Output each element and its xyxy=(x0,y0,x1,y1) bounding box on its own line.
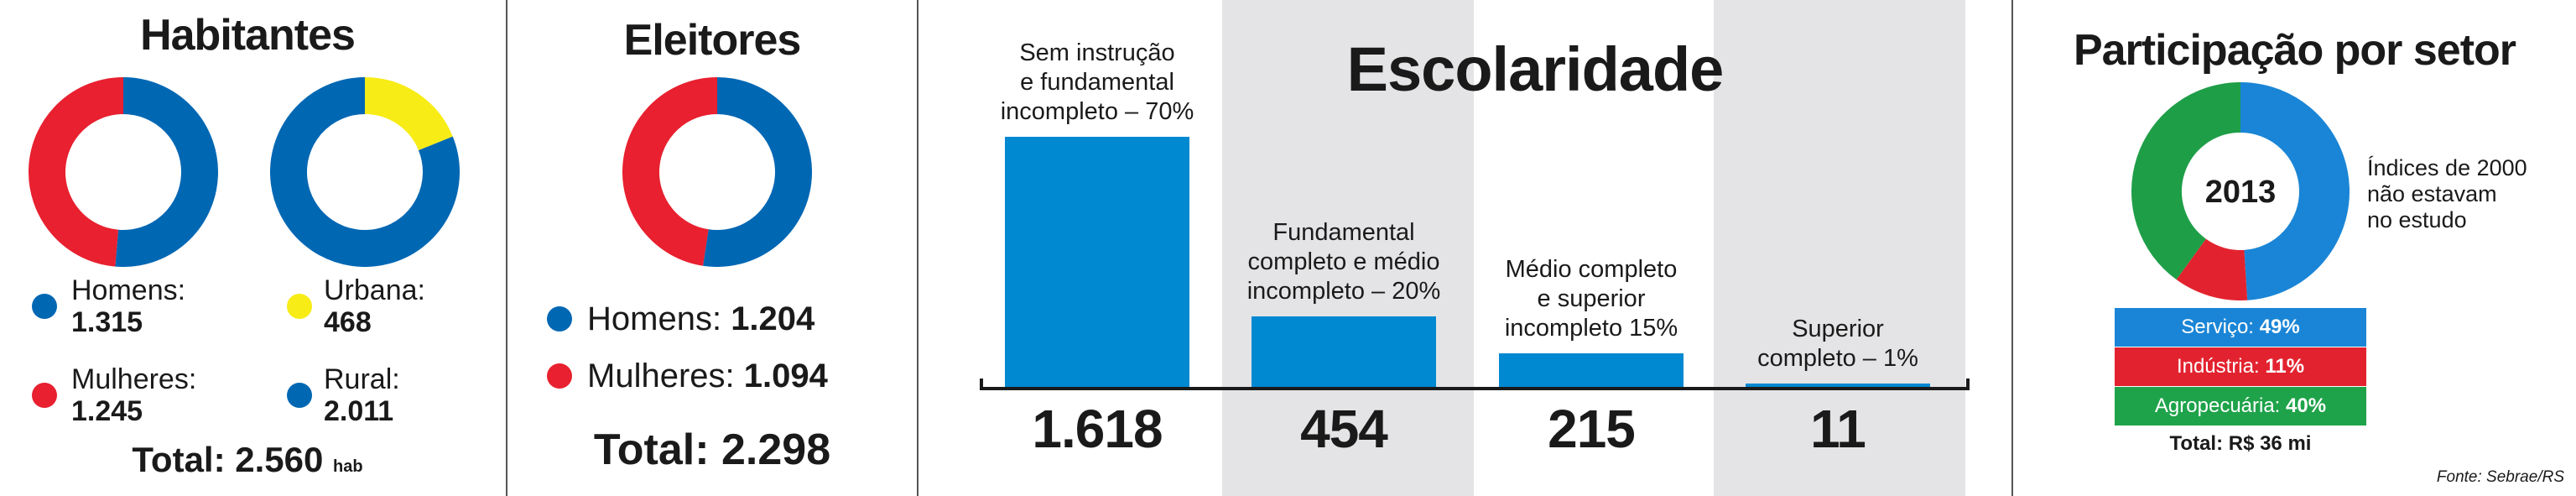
sector-industria-label: Indústria: xyxy=(2176,355,2260,378)
donut-slice-servi-o xyxy=(2240,82,2350,300)
sector-servico-value: 49% xyxy=(2259,316,2300,338)
legend-mulheres-value: 1.245 xyxy=(71,395,143,427)
legend-dot-urbana xyxy=(287,294,312,319)
sector-agropecuaria-value: 40% xyxy=(2286,394,2327,417)
donut-slice-ind-stria xyxy=(2176,238,2248,300)
bar-category-label-2: Fundamental completo e médio incompleto … xyxy=(1246,219,1441,305)
legend-eleitores-mulheres-label: Mulheres: xyxy=(587,358,735,394)
sector-servico-label: Serviço: xyxy=(2181,316,2254,338)
bar-axis-line xyxy=(980,387,1970,390)
legend-rural-label: Rural: xyxy=(324,363,400,395)
habitantes-total-value: Total: 2.560 xyxy=(132,440,324,479)
legend-urbana: Urbana: 468 xyxy=(324,274,425,338)
donut-slice-rural xyxy=(270,77,460,267)
legend-eleitores-mulheres: Mulheres: 1.094 xyxy=(587,358,828,394)
legend-homens-value: 1.315 xyxy=(71,306,143,338)
habitantes-total-unit: hab xyxy=(333,457,363,476)
sector-row-industria: Indústria: 11% xyxy=(2115,347,2366,386)
legend-dot-mulheres xyxy=(32,383,57,408)
donut-slice-mulheres xyxy=(29,77,124,267)
divider-2 xyxy=(917,0,919,496)
setor-total: Total: R$ 36 mi xyxy=(2169,432,2312,455)
bar-4 xyxy=(1746,384,1930,387)
bar-value-label-3: 215 xyxy=(1548,399,1636,459)
divider-1 xyxy=(506,0,507,496)
sector-industria-value: 11% xyxy=(2265,355,2305,378)
donut-slice-homens xyxy=(115,77,218,267)
bar-1 xyxy=(1005,137,1189,387)
divider-3 xyxy=(2011,0,2013,496)
donut-slice-mulheres xyxy=(622,77,718,266)
escolaridade-title: Escolaridade xyxy=(1346,34,1725,104)
habitantes-sexo-donut xyxy=(29,77,218,267)
legend-dot-rural xyxy=(287,383,312,408)
setor-donut: 2013 xyxy=(2131,82,2350,300)
bar-category-label-1: Sem instrução e fundamental incompleto –… xyxy=(1000,39,1194,125)
eleitores-total: Total: 2.298 xyxy=(593,426,831,474)
legend-eleitores-mulheres-value: 1.094 xyxy=(743,358,828,394)
sector-agropecuaria-label: Agropecuária: xyxy=(2154,394,2281,417)
legend-eleitores-homens: Homens: 1.204 xyxy=(587,300,814,337)
habitantes-total: Total: 2.560 hab xyxy=(0,440,495,480)
habitantes-zona-donut xyxy=(270,77,460,267)
shade-column-2 xyxy=(1222,0,1474,496)
setor-year: 2013 xyxy=(2205,175,2277,210)
bar-value-label-1: 1.618 xyxy=(1032,399,1163,459)
legend-rural: Rural: 2.011 xyxy=(324,363,400,427)
bar-axis-tick-right xyxy=(1966,379,1970,390)
legend-dot-eleitores-mulheres xyxy=(547,363,572,389)
setor-note: Índices de 2000 não estavam no estudo xyxy=(2367,155,2527,232)
eleitores-donut xyxy=(622,77,812,267)
legend-dot-eleitores-homens xyxy=(547,306,572,332)
legend-mulheres: Mulheres: 1.245 xyxy=(71,363,196,427)
donut-slice-homens xyxy=(703,77,812,267)
bar-category-label-4: Superior completo – 1% xyxy=(1757,316,1918,372)
legend-rural-value: 2.011 xyxy=(324,395,394,427)
bar-value-label-2: 454 xyxy=(1300,399,1388,459)
legend-mulheres-label: Mulheres: xyxy=(71,363,197,395)
bar-axis-tick-left xyxy=(980,379,983,390)
legend-homens: Homens: 1.315 xyxy=(71,274,185,338)
legend-dot-homens xyxy=(32,294,57,319)
legend-homens-label: Homens: xyxy=(71,274,186,306)
eleitores-title: Eleitores xyxy=(623,16,802,65)
legend-eleitores-homens-label: Homens: xyxy=(587,300,722,337)
bar-category-label-3: Médio completo e superior incompleto 15% xyxy=(1504,256,1678,342)
legend-urbana-label: Urbana: xyxy=(324,274,425,306)
sector-row-agropecuaria: Agropecuária: 40% xyxy=(2115,387,2366,426)
sector-row-servico: Serviço: 49% xyxy=(2115,308,2366,347)
donut-slice-agropecu-ria xyxy=(2131,82,2242,280)
legend-eleitores-homens-value: 1.204 xyxy=(731,300,815,337)
bar-2 xyxy=(1252,316,1436,387)
setor-title: Participação por setor xyxy=(2073,26,2516,75)
bar-3 xyxy=(1499,353,1684,387)
bar-value-label-4: 11 xyxy=(1810,399,1866,459)
shade-column-4 xyxy=(1714,0,1965,496)
donut-slice-urbana xyxy=(364,77,453,151)
legend-urbana-value: 468 xyxy=(324,306,372,338)
source-credit: Fonte: Sebrae/RS xyxy=(2436,468,2564,486)
habitantes-title: Habitantes xyxy=(140,11,356,60)
